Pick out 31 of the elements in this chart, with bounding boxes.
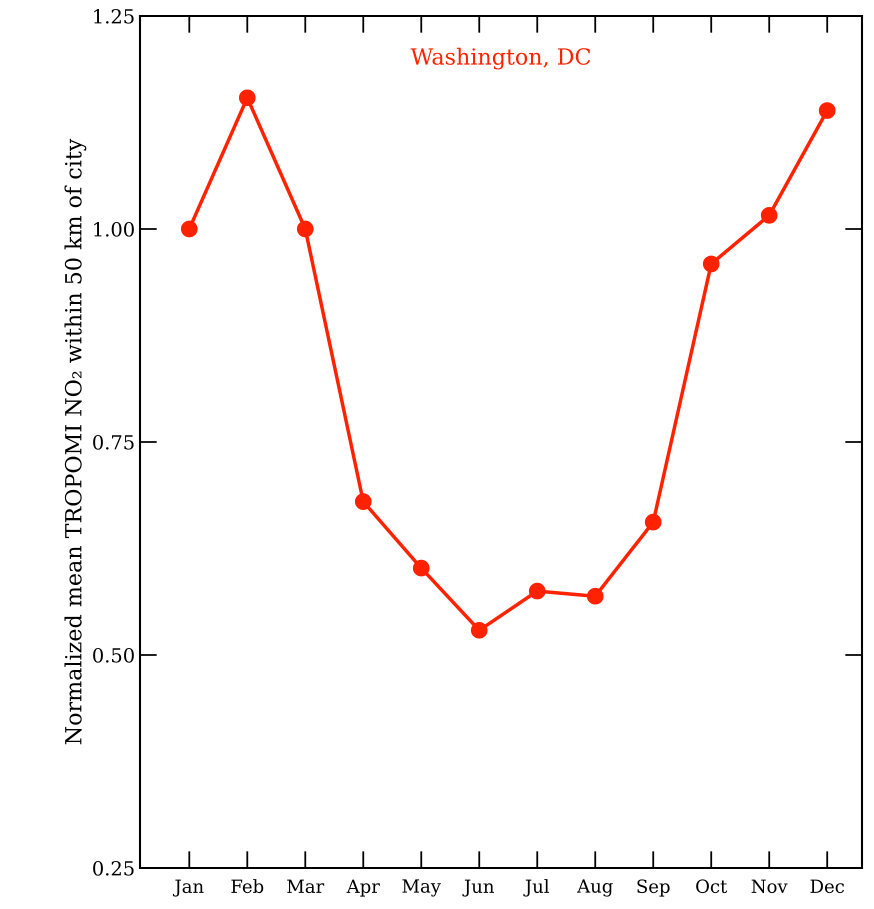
point xyxy=(528,582,546,600)
x-tick-label: Apr xyxy=(346,880,380,897)
point xyxy=(760,207,778,224)
point xyxy=(354,493,372,510)
point xyxy=(702,256,720,272)
x-tick-label: Mar xyxy=(287,880,324,894)
y-tick-label: 0.75 xyxy=(93,434,134,450)
point xyxy=(818,102,836,119)
point xyxy=(586,588,604,605)
y-tick-label: 1.25 xyxy=(94,8,134,24)
x-tick-label: Feb xyxy=(231,879,264,894)
point xyxy=(470,622,488,639)
x-tick-label: Jul xyxy=(523,879,550,897)
x-tick-label: Aug xyxy=(577,879,613,897)
x-tick-label: May xyxy=(402,879,441,897)
x-tick-label: Sep xyxy=(637,879,670,897)
point xyxy=(296,220,314,238)
point xyxy=(180,220,198,238)
x-tick-label: Dec xyxy=(810,880,844,894)
y-tick-label: 0.50 xyxy=(93,648,134,663)
x-tick-label: Jan xyxy=(172,880,204,897)
y-tick-label: 0.25 xyxy=(93,860,134,876)
x-tick-label: Oct xyxy=(696,879,728,894)
y-axis-title: Normalized mean TROPOMI NO₂ within 50 km of city xyxy=(64,138,86,744)
x-tick-label: Nov xyxy=(752,880,788,894)
point xyxy=(238,89,256,106)
y-tick-label: 1.00 xyxy=(94,222,134,237)
x-tick-label: Jun xyxy=(462,880,494,897)
point xyxy=(644,514,662,530)
text: Washington, DC xyxy=(410,48,590,70)
point xyxy=(412,560,430,576)
